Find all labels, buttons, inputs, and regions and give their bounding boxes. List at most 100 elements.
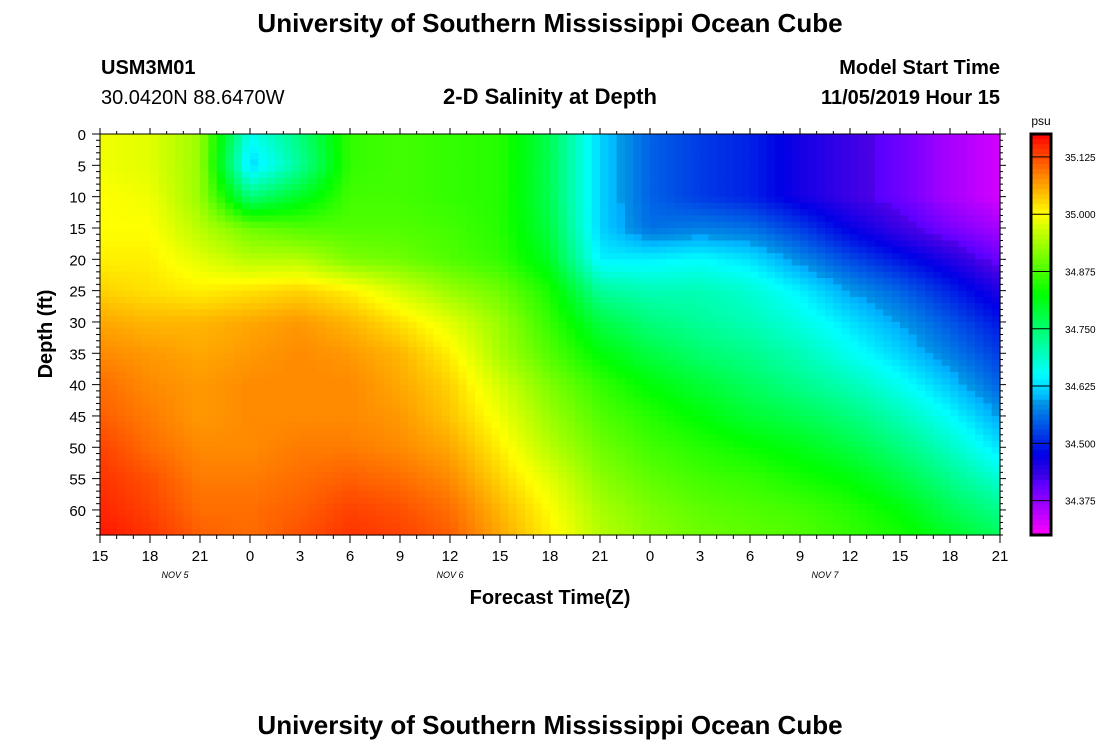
heatmap-cell — [141, 353, 151, 361]
heatmap-cell — [683, 209, 693, 217]
heatmap-cell — [825, 209, 834, 217]
heatmap-cell — [100, 321, 109, 329]
heatmap-cell — [300, 134, 309, 141]
heatmap-cell — [791, 415, 801, 423]
heatmap-cell — [150, 177, 159, 185]
heatmap-cell — [741, 196, 751, 204]
heatmap-cell — [250, 190, 259, 198]
heatmap-cell — [975, 296, 984, 304]
heatmap-cell — [883, 390, 893, 398]
heatmap-cell — [475, 296, 484, 304]
heatmap-cell — [291, 340, 301, 348]
heatmap-cell — [958, 265, 968, 273]
heatmap-cell — [333, 171, 343, 179]
heatmap-cell — [575, 202, 584, 210]
heatmap-cell — [491, 340, 501, 348]
heatmap-cell — [616, 209, 626, 217]
heatmap-cell — [916, 190, 926, 198]
heatmap-cell — [633, 372, 643, 379]
heatmap-cell — [525, 209, 534, 217]
heatmap-cell — [400, 146, 409, 154]
heatmap-cell — [741, 165, 751, 173]
heatmap-cell — [750, 284, 759, 292]
heatmap-cell — [275, 347, 284, 354]
heatmap-cell — [500, 165, 509, 173]
heatmap-cell — [966, 140, 976, 148]
heatmap-cell — [616, 221, 626, 229]
heatmap-cell — [250, 422, 259, 430]
heatmap-cell — [775, 353, 784, 361]
heatmap-cell — [458, 409, 468, 417]
heatmap-cell — [383, 328, 393, 336]
heatmap-cell — [550, 340, 559, 348]
heatmap-cell — [158, 177, 168, 185]
heatmap-cell — [158, 196, 168, 204]
heatmap-cell — [358, 146, 368, 154]
heatmap-cell — [725, 215, 734, 223]
heatmap-cell — [358, 278, 368, 285]
heatmap-cell — [516, 353, 526, 361]
heatmap-cell — [166, 271, 176, 279]
heatmap-cell — [475, 171, 484, 179]
heatmap-cell — [383, 234, 393, 242]
heatmap-cell — [108, 397, 118, 405]
heatmap-cell — [291, 227, 301, 235]
heatmap-cell — [158, 409, 168, 417]
heatmap-cell — [566, 328, 576, 336]
heatmap-cell — [291, 134, 301, 141]
heatmap-cell — [950, 397, 959, 405]
heatmap-cell — [683, 403, 693, 411]
heatmap-cell — [108, 372, 118, 379]
heatmap-cell — [950, 165, 959, 173]
heatmap-cell — [258, 403, 268, 411]
heatmap-cell — [291, 184, 301, 191]
heatmap-cell — [533, 315, 543, 323]
heatmap-cell — [808, 353, 818, 361]
heatmap-cell — [500, 321, 509, 329]
heatmap-cell — [808, 296, 818, 304]
heatmap-cell — [483, 384, 493, 392]
heatmap-cell — [233, 202, 243, 210]
heatmap-cell — [875, 234, 884, 242]
heatmap-cell — [691, 278, 701, 285]
heatmap-cell — [641, 353, 651, 361]
heatmap-cell — [400, 409, 409, 417]
heatmap-cell — [916, 378, 926, 386]
heatmap-cell — [166, 221, 176, 229]
heatmap-cell — [575, 409, 584, 417]
heatmap-cell — [275, 321, 284, 329]
heatmap-cell — [975, 340, 984, 348]
heatmap-cell — [600, 384, 609, 392]
heatmap-cell — [458, 378, 468, 386]
heatmap-cell — [791, 152, 801, 160]
heatmap-cell — [500, 390, 509, 398]
heatmap-cell — [175, 353, 184, 361]
heatmap-cell — [875, 278, 884, 285]
heatmap-cell — [483, 290, 493, 298]
heatmap-cell — [291, 190, 301, 198]
heatmap-cell — [425, 372, 434, 379]
heatmap-cell — [333, 221, 343, 229]
heatmap-cell — [350, 378, 359, 386]
heatmap-cell — [966, 390, 976, 398]
heatmap-cell — [733, 140, 743, 148]
heatmap-cell — [150, 365, 159, 373]
heatmap-cell — [608, 353, 618, 361]
heatmap-cell — [983, 309, 993, 317]
chart-title: 2-D Salinity at Depth — [443, 84, 657, 109]
heatmap-cell — [458, 303, 468, 311]
heatmap-cell — [291, 152, 301, 160]
heatmap-cell — [183, 422, 193, 430]
heatmap-cell — [791, 284, 801, 292]
heatmap-cell — [266, 340, 276, 348]
heatmap-cell — [658, 152, 668, 160]
heatmap-cell — [266, 177, 276, 185]
heatmap-cell — [833, 159, 843, 166]
heatmap-cell — [708, 328, 718, 336]
heatmap-cell — [191, 234, 201, 242]
heatmap-cell — [916, 353, 926, 361]
heatmap-cell — [316, 353, 326, 361]
heatmap-cell — [558, 215, 568, 223]
heatmap-cell — [150, 165, 159, 173]
heatmap-cell — [316, 372, 326, 379]
